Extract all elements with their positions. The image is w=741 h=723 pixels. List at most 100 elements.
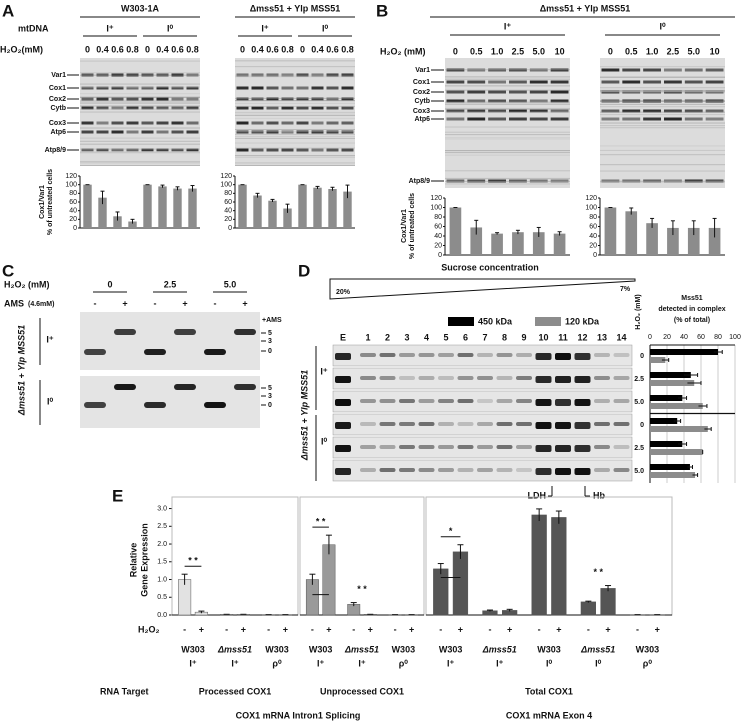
gel-band bbox=[111, 86, 124, 90]
ams-conc: (4.6mM) bbox=[28, 301, 54, 308]
gel-band bbox=[235, 76, 355, 78]
gel-band bbox=[535, 376, 552, 383]
dose-label: 0.6 bbox=[266, 44, 279, 54]
dose-label: 1.0 bbox=[491, 46, 504, 56]
genotype-label: I⁰ bbox=[321, 436, 328, 446]
treatment-label: + bbox=[122, 298, 127, 308]
dose-label: 0.6 bbox=[111, 44, 124, 54]
gel-band bbox=[622, 68, 641, 72]
bar bbox=[98, 197, 107, 228]
gel-band bbox=[445, 178, 570, 180]
gel-band bbox=[445, 101, 570, 103]
gel-band bbox=[600, 103, 725, 105]
gel-band bbox=[281, 148, 294, 152]
gel-band bbox=[445, 180, 570, 182]
gel-band bbox=[613, 376, 630, 380]
gel-band bbox=[496, 353, 513, 357]
ams-label: AMS bbox=[4, 298, 24, 308]
gel-band bbox=[80, 140, 200, 142]
treatment-label: + bbox=[556, 624, 561, 634]
y-tick-label: 20 bbox=[224, 216, 232, 223]
y-tick-label: 80 bbox=[224, 190, 232, 197]
gel-band bbox=[705, 68, 724, 72]
gel-band bbox=[643, 117, 661, 121]
gel-band bbox=[594, 399, 610, 403]
gel-band bbox=[601, 68, 620, 72]
bar bbox=[650, 472, 696, 478]
y-tick-label: 100 bbox=[585, 204, 597, 211]
bar bbox=[253, 195, 262, 228]
band-label: Var1 bbox=[51, 72, 66, 79]
bar bbox=[298, 184, 307, 228]
gel-band bbox=[379, 399, 396, 403]
gel-band bbox=[235, 147, 355, 149]
gel-band bbox=[496, 445, 513, 449]
gel-band bbox=[438, 376, 454, 380]
gel-band bbox=[80, 100, 200, 102]
gel-band bbox=[335, 376, 351, 383]
lane-label: 7 bbox=[482, 332, 487, 342]
gel-band bbox=[81, 130, 94, 134]
gel-band bbox=[235, 156, 355, 158]
gel-band bbox=[438, 422, 454, 426]
gel-band bbox=[156, 130, 169, 134]
gel-band bbox=[235, 131, 355, 133]
gel-band bbox=[235, 164, 355, 166]
gel-band bbox=[379, 468, 396, 472]
gel-band bbox=[234, 329, 256, 335]
genotype-label: I⁺ bbox=[320, 366, 328, 376]
treatment-label: - bbox=[94, 298, 97, 308]
gel-band bbox=[600, 111, 725, 113]
gel-band bbox=[594, 422, 610, 426]
gel-band bbox=[311, 148, 324, 152]
x-tick-label: 100 bbox=[729, 334, 741, 341]
dose-label: 0.4 bbox=[251, 44, 264, 54]
strain-label: Δmss51 bbox=[482, 644, 517, 654]
gel-band bbox=[446, 117, 465, 121]
significance-label: * * bbox=[188, 556, 198, 566]
gel-band bbox=[684, 109, 703, 113]
category-label: 2.5 bbox=[634, 376, 644, 383]
rna-target: Total COX1 bbox=[525, 686, 573, 696]
gel-band bbox=[80, 108, 200, 110]
dose-label: 0 bbox=[240, 44, 245, 54]
gel-band bbox=[335, 445, 351, 452]
gel-band bbox=[335, 422, 351, 429]
x-tick-label: 40 bbox=[680, 334, 688, 341]
gel-band bbox=[457, 422, 474, 426]
y-tick-label: 60 bbox=[69, 199, 77, 206]
gel-band bbox=[171, 121, 184, 125]
gel-band bbox=[516, 399, 532, 403]
gel-band bbox=[509, 90, 527, 94]
gel-band bbox=[613, 468, 630, 472]
gel-band bbox=[126, 106, 139, 110]
gel-band bbox=[445, 138, 570, 140]
strain-label: Δmss51 + Ylp MSS51 bbox=[16, 325, 26, 416]
gel-band bbox=[326, 86, 339, 90]
dose-label: 0.4 bbox=[96, 44, 109, 54]
gel-band bbox=[81, 106, 94, 110]
gel-band bbox=[204, 402, 226, 408]
dose-label: 0.6 bbox=[326, 44, 339, 54]
panel-label: D bbox=[298, 261, 310, 280]
gel-band bbox=[235, 105, 355, 107]
gel-band bbox=[235, 74, 355, 76]
gel-band bbox=[296, 106, 309, 110]
genotype-label: ρ⁰ bbox=[272, 658, 282, 668]
gel-band bbox=[664, 109, 682, 113]
gel-band bbox=[600, 87, 725, 89]
panel-label: A bbox=[2, 1, 14, 20]
gel-band bbox=[550, 109, 569, 113]
dose-label: 0.8 bbox=[281, 44, 294, 54]
legend-label: 120 kDa bbox=[565, 316, 600, 326]
gel-band bbox=[600, 76, 725, 78]
gel-band bbox=[446, 99, 465, 103]
bar bbox=[83, 184, 92, 228]
dose-label: 1.0 bbox=[646, 46, 659, 56]
gel-band bbox=[418, 468, 435, 472]
y-tick-label: 60 bbox=[589, 223, 597, 230]
bar bbox=[650, 464, 690, 470]
gel-band bbox=[600, 170, 725, 172]
gel-band bbox=[496, 399, 513, 403]
gel-band bbox=[613, 399, 630, 403]
